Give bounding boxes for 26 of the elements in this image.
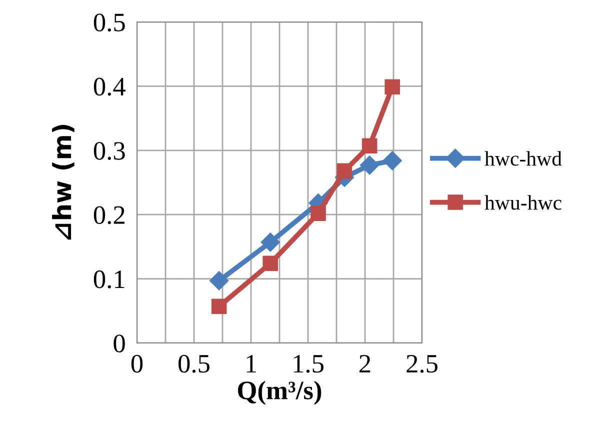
x-axis-title: Q(m³/s) [238, 380, 322, 405]
point [262, 256, 278, 272]
x-tick-label: 2.5 [406, 354, 438, 373]
y-tick-label: 0.3 [94, 142, 125, 160]
y-tick-label: 0.1 [94, 270, 124, 288]
point [260, 232, 280, 252]
y-axis-title: ⊿hw (m) [52, 124, 74, 240]
point [384, 79, 400, 94]
x-tick-label: 1 [246, 355, 256, 372]
legend-label: hwc-hwd [484, 151, 562, 166]
x-tick-label: 1.5 [294, 355, 324, 373]
x-tick-label: 0.5 [178, 354, 210, 373]
y-tick-label: 0.4 [94, 78, 126, 96]
y-tick-label: 0.5 [94, 14, 125, 32]
point [360, 156, 380, 175]
point [210, 271, 229, 290]
point [382, 151, 402, 170]
y-tick-label: 0 [114, 334, 125, 352]
y-tick-label: 0.2 [94, 206, 124, 224]
x-tick-label: 2 [360, 354, 370, 372]
point [310, 206, 326, 221]
point [211, 298, 227, 314]
point [362, 138, 378, 154]
x-tick-label: 0 [131, 354, 143, 373]
legend-label: hwu-hwc [484, 195, 562, 210]
point [336, 163, 352, 179]
